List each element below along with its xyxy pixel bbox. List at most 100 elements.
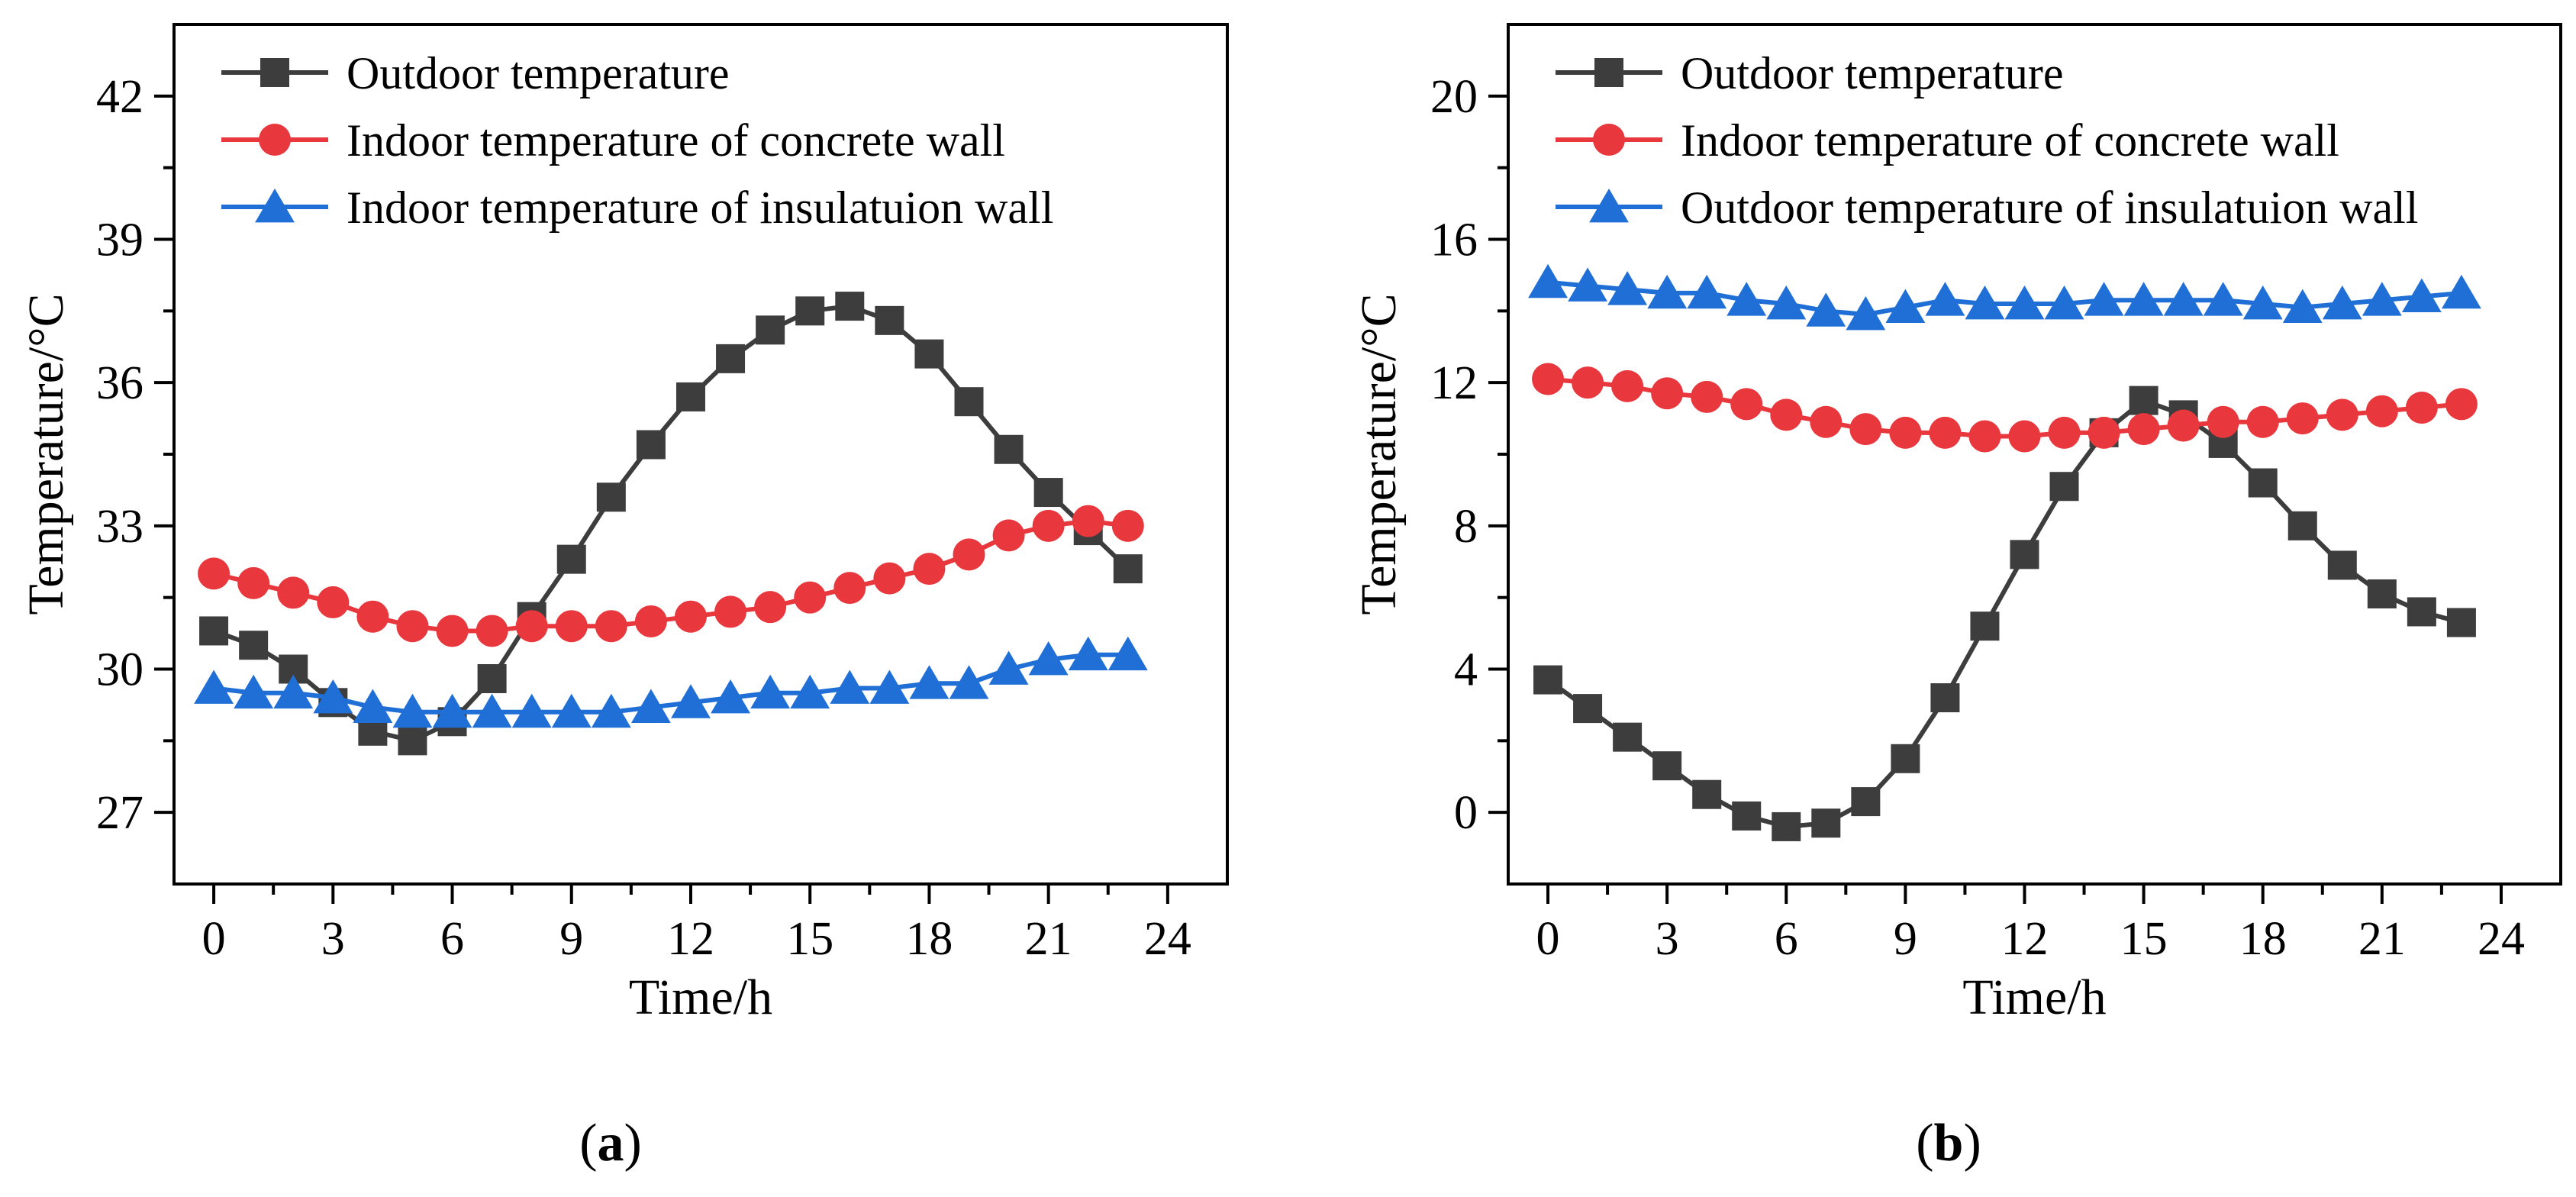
chart-a-y-tick-label: 27 [96,787,143,839]
chart-b-point-triangle [2441,274,2481,309]
chart-a-point-triangle [671,684,711,718]
chart-a-point-square [1113,554,1143,584]
chart-a-point-circle [317,586,350,618]
chart-b-point-square [2287,511,2317,540]
chart-b-y-tick-label: 20 [1430,71,1478,123]
chart-b-x-tick-label: 21 [2358,913,2406,965]
chart-b-point-circle [2167,409,2200,442]
chart-a-y-axis-label: Temperature/°C [18,293,74,615]
chart-b-point-triangle [2004,285,2045,320]
chart-a-x-tick-label: 9 [559,913,583,965]
chart-a-point-triangle [1028,640,1069,676]
chart-b-point-triangle [2163,282,2204,316]
chart-b-point-square [1970,611,2000,641]
chart-panel-b: 0 3 6 9 12 15 18 21 24 0 4 8 12 16 20 Time/h Temperature… [1351,23,2562,1173]
chart-a-x-tick-label: 24 [1144,913,1191,965]
chart-b-x-tick-label: 12 [2001,913,2048,965]
chart-b-point-circle [2405,392,2438,424]
chart-a-point-square [1033,478,1063,508]
chart-a-point-square [636,430,666,460]
chart-b-point-circle [1572,366,1604,399]
chart-a-y-tick-label: 42 [96,71,143,123]
chart-b-legend-marker-circle [1593,124,1625,156]
chart-a-point-triangle [750,674,791,709]
chart-b-point-square [2327,550,2357,580]
chart-b-point-square [1891,744,1920,773]
chart-a-point-triangle [630,689,671,723]
chart-b-point-circle [2207,405,2239,438]
chart-a-point-square [835,292,865,321]
chart-a-y-tick-label: 39 [96,215,143,266]
chart-a-point-circle [1111,509,1144,542]
chart-a-point-triangle [711,679,750,714]
chart-a-point-triangle [1068,636,1108,671]
chart-a-point-square [716,344,746,373]
chart-a-point-circle [476,615,508,647]
chart-a-point-triangle [313,679,353,714]
chart-b-point-circle [2445,388,2478,421]
chart-b-point-square [1851,787,1881,817]
chart-a-point-circle [237,566,270,599]
chart-b-point-circle [2246,405,2279,438]
chart-a-point-triangle [591,693,631,728]
chart-a-point-square [756,315,785,345]
chart-a-point-triangle [511,693,552,728]
chart-b-legend-entry: Outdoor temperature [1681,48,2063,98]
chart-a-point-circle [873,562,906,595]
chart-a-point-circle [396,610,429,643]
chart-a-x-tick-label: 6 [440,913,464,965]
chart-b-y-tick-label: 16 [1430,215,1478,266]
chart-b-point-circle [1889,416,1922,449]
chart-b-series-line-circle [1547,376,2462,439]
chart-b-point-triangle [1846,296,1886,331]
chart-b-point-square [1613,722,1643,752]
chart-a-point-circle [436,615,469,647]
chart-b-point-square [1692,779,1722,809]
chart-a-point-square [914,339,944,369]
chart-a-x-axis-label: Time/h [629,970,772,1025]
chart-a-x-tick-label: 18 [905,913,953,965]
chart-a-point-square [994,434,1024,464]
chart-a-point-triangle [392,693,433,728]
chart-a-point-circle [277,576,310,609]
chart-b-legend-entry: Indoor temperature of concrete wall [1681,115,2339,166]
chart-b-point-triangle [2203,282,2243,316]
chart-b-point-square [2010,540,2039,569]
chart-a-panel-label: (a) [579,1114,642,1173]
chart-b-point-triangle [1607,271,1648,305]
chart-b-point-triangle [2084,282,2124,316]
chart-a-point-circle [1032,509,1065,542]
chart-a-point-square [477,664,507,694]
chart-a-point-square [199,616,229,646]
chart-b-point-square [2446,608,2476,637]
chart-b-point-circle [1611,369,1644,402]
chart-a-point-square [398,726,427,756]
chart-a-point-triangle [1107,636,1148,671]
chart-b-point-triangle [1726,282,1767,316]
chart-b-series-line-triangle [1547,279,2462,318]
chart-a-series-line-circle [213,518,1129,634]
chart-b-x-tick-label: 3 [1656,913,1679,965]
chart-b-point-circle [1730,388,1763,421]
chart-b-panel-label: (b) [1916,1114,1981,1173]
chart-a-x-tick-label: 15 [786,913,833,965]
chart-b-point-circle [1651,377,1684,410]
chart-b-point-square [1573,694,1603,724]
chart-a-point-circle [913,553,946,586]
chart-b-point-circle [2127,413,2160,446]
chart-b-point-square [1533,665,1563,695]
chart-a-point-circle [198,557,231,590]
chart-b-point-triangle [1647,274,1688,309]
chart-b-legend-marker-triangle [1589,189,1629,223]
chart-b-point-triangle [2242,285,2283,320]
chart-a-point-triangle [234,674,274,709]
chart-b-point-circle [2088,416,2120,449]
chart-a-point-circle [754,591,787,624]
chart-b-point-square [1732,801,1762,831]
chart-b-y-tick-label: 4 [1454,644,1478,696]
chart-a-point-circle [794,581,827,614]
chart-a-point-circle [634,605,667,637]
chart-a-point-circle [595,610,627,643]
chart-b-point-circle [2365,395,2398,428]
